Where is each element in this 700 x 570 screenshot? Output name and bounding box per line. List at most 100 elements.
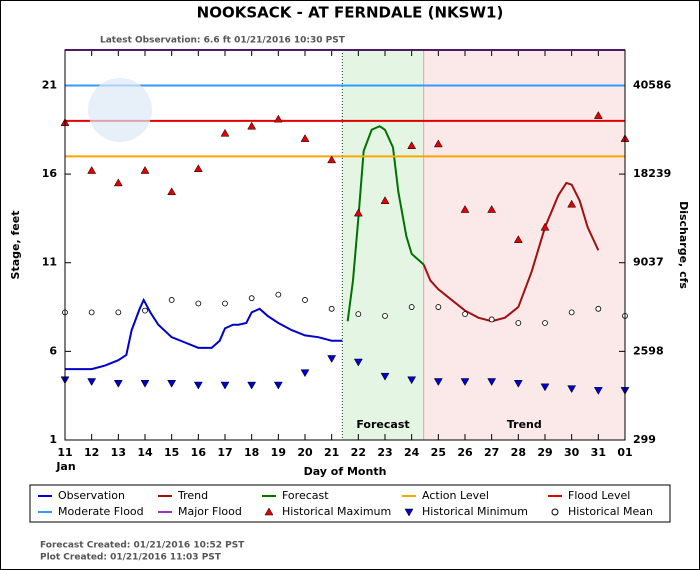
region: [423, 50, 625, 440]
y2-axis-label: Discharge, cfs: [677, 201, 690, 289]
max-marker: [300, 134, 310, 142]
mean-marker: [115, 309, 122, 316]
x-tick-label: 19: [271, 446, 286, 459]
x-tick-label: 01: [617, 446, 632, 459]
max-marker: [593, 111, 603, 119]
legend-label: Historical Minimum: [422, 505, 528, 518]
mean-marker: [195, 300, 202, 307]
x-tick-label: 31: [591, 446, 606, 459]
max-marker: [513, 235, 523, 243]
min-marker: [220, 381, 230, 390]
mean-marker: [355, 311, 362, 318]
x-tick-label: 27: [484, 446, 499, 459]
mean-marker: [568, 309, 575, 316]
min-marker: [140, 380, 150, 388]
mean-marker: [275, 291, 282, 298]
min-marker: [593, 387, 603, 395]
legend-swatch: [264, 507, 274, 516]
min-marker: [540, 383, 550, 392]
mean-marker: [302, 297, 308, 303]
x-tick-label: 13: [111, 446, 126, 459]
y2-tick-label: 18239: [633, 167, 671, 180]
legend-swatch: [551, 508, 559, 516]
x-tick-label: 28: [511, 446, 526, 459]
series-line: [422, 181, 600, 323]
max-marker: [540, 222, 550, 231]
max-marker: [433, 139, 443, 148]
mean-marker: [382, 313, 388, 319]
min-marker: [113, 380, 123, 388]
mean-marker: [248, 295, 255, 302]
x-axis-label: Day of Month: [304, 465, 387, 478]
mean-marker: [142, 307, 148, 314]
mean-marker: [328, 305, 335, 312]
mean-marker: [408, 304, 415, 310]
x-tick-label: 22: [351, 446, 366, 459]
max-marker: [380, 196, 390, 204]
max-marker: [327, 155, 337, 164]
max-marker: [140, 166, 150, 174]
legend-label: Historical Maximum: [282, 505, 391, 518]
max-marker: [353, 208, 363, 217]
max-marker: [167, 187, 177, 196]
region-label: Forecast: [356, 418, 409, 431]
legend-label: Moderate Flood: [58, 505, 144, 518]
footer-line: Plot Created: 01/21/2016 11:03 PST: [40, 553, 222, 563]
y-tick-label: 21: [42, 78, 57, 91]
min-marker: [513, 380, 523, 388]
min-marker: [407, 376, 417, 385]
mean-marker: [488, 316, 495, 323]
mean-marker: [88, 309, 95, 316]
plot-border: [64, 49, 626, 441]
x-tick-label: 30: [564, 446, 580, 459]
y-tick-label: 6: [49, 344, 57, 357]
y2-tick-label: 9037: [633, 256, 664, 269]
legend-label: Major Flood: [178, 505, 242, 518]
y-tick-label: 16: [42, 167, 58, 180]
series-line: [65, 297, 343, 371]
min-marker: [567, 385, 577, 394]
x-tick-label: 24: [404, 446, 420, 459]
y-tick-label: 11: [42, 256, 57, 269]
min-marker: [167, 380, 177, 388]
min-marker: [327, 355, 337, 363]
legend: Observation Trend Forecast Action Level Floo…: [38, 489, 653, 518]
y2-tick-label: 299: [633, 433, 656, 446]
mean-marker: [462, 311, 468, 318]
x-tick-label: 16: [191, 446, 207, 459]
mean-marker: [222, 300, 228, 307]
footer-line: Forecast Created: 01/21/2016 10:52 PST: [40, 541, 245, 551]
max-marker: [193, 164, 203, 173]
x-tick-label: 23: [377, 446, 392, 459]
chart-title: NOOKSACK - AT FERNDALE (NKSW1): [197, 4, 504, 22]
max-marker: [113, 178, 123, 187]
legend-label: Flood Level: [568, 489, 630, 502]
mean-marker: [595, 305, 602, 312]
x-tick-label: 26: [457, 446, 473, 459]
mean-marker: [542, 320, 548, 326]
series-line: [346, 125, 425, 322]
max-marker: [460, 205, 470, 213]
min-marker: [433, 378, 443, 387]
min-marker: [273, 381, 283, 390]
legend-label: Trend: [177, 489, 208, 502]
max-marker: [247, 121, 257, 130]
max-marker: [407, 141, 417, 149]
y2-tick-label: 2598: [633, 344, 664, 357]
y-axis-label: Stage, feet: [9, 211, 22, 280]
mean-marker: [168, 297, 175, 303]
min-marker: [193, 381, 203, 390]
month-label: Jan: [55, 460, 75, 473]
subtitle: Latest Observation: 6.6 ft 01/21/2016 10…: [100, 36, 346, 46]
min-marker: [487, 378, 497, 387]
x-tick-label: 15: [164, 446, 179, 459]
min-marker: [87, 378, 97, 387]
legend-label: Historical Mean: [568, 505, 653, 518]
x-tick-label: 20: [297, 446, 313, 459]
max-marker: [487, 205, 497, 213]
x-tick-label: 21: [324, 446, 339, 459]
y2-tick-label: 40586: [633, 78, 672, 91]
max-marker: [87, 166, 97, 174]
